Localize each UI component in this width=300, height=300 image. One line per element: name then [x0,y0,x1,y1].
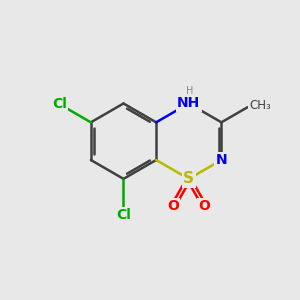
Text: CH₃: CH₃ [249,99,271,112]
Text: Cl: Cl [116,208,131,222]
Text: H: H [186,86,193,96]
Text: O: O [167,199,179,213]
Text: S: S [183,171,194,186]
Text: O: O [198,199,210,213]
Text: Cl: Cl [52,98,67,111]
Text: NH: NH [177,97,200,110]
Text: N: N [216,153,227,167]
